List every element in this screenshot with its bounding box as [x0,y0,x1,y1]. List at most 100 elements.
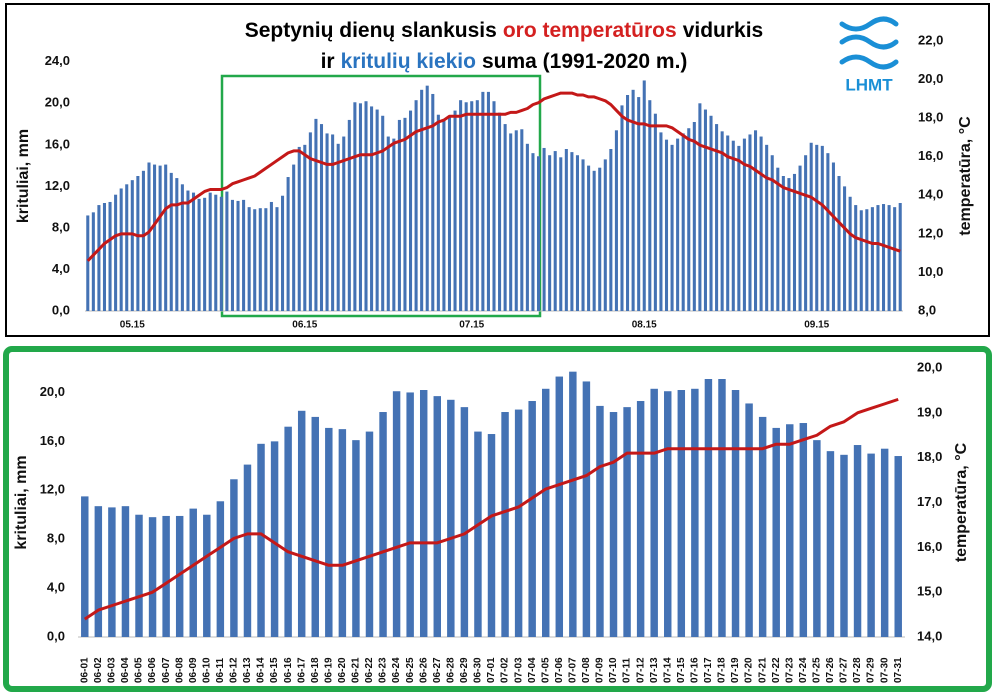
x-tick-label: 07-14 [662,657,673,683]
bar [887,205,891,311]
bar [325,133,329,311]
bar [86,215,90,311]
bar [425,85,429,312]
bar [420,89,424,311]
x-tick-label: 09.15 [804,320,829,331]
bar [581,159,585,311]
bar [865,209,869,311]
bar [175,178,179,311]
bar [564,149,568,311]
bar [799,423,808,637]
x-tick-label: 06-21 [351,657,362,683]
bar [731,390,740,637]
bar [876,205,880,311]
bar [102,203,107,311]
y-tick-label: 0,0 [47,628,65,643]
bar [831,162,835,311]
bar [636,401,645,637]
bar [559,157,563,311]
bar [164,164,168,311]
bar [186,190,190,311]
bar [528,401,536,637]
bar [570,152,574,311]
bar [687,128,691,311]
bar [492,101,496,311]
x-tick-label: 06-10 [201,657,212,683]
y2-tick-label: 14,0 [917,628,942,643]
bar [637,97,641,311]
bar [787,178,791,311]
x-tick-label: 06-24 [391,657,402,683]
bottom-panel [3,346,992,692]
title-part: vidurkis [683,19,764,42]
x-tick-label: 06-08 [174,657,185,683]
x-tick-label: 07-12 [635,657,646,683]
bar [720,131,724,311]
bar [379,412,387,637]
bar [754,130,758,311]
bar [848,196,852,311]
bar [542,147,546,311]
bar [815,144,819,311]
x-tick-label: 07-20 [744,657,755,683]
x-tick-label: 07-03 [513,657,524,683]
bar [826,153,830,311]
x-tick-label: 07-16 [690,657,701,683]
bar [292,164,296,311]
bar [191,192,196,311]
bar [311,416,319,637]
bar [650,388,658,637]
y-tick-label: 16,0 [45,136,70,151]
bar [664,139,669,311]
bar [338,429,347,637]
bar [898,203,902,311]
x-tick-label: 06-12 [229,657,240,683]
bar [208,192,212,311]
chart-title: ir kritulių kiekio suma (1991-2020 m.) [321,50,688,73]
x-tick-label: 06-01 [79,657,90,683]
bar [91,212,95,311]
bar [881,204,886,311]
y2-tick-label: 17,0 [917,494,942,509]
bar [203,514,211,637]
title-part: suma (1991-2020 m.) [482,50,687,73]
y2-axis-label: temperatūra, °C [953,442,970,562]
y2-tick-label: 16,0 [918,148,943,163]
x-tick-label: 07-25 [812,657,823,683]
x-tick-label: 07-13 [649,657,660,683]
x-tick-label: 06-09 [188,657,199,683]
bar [718,379,726,637]
bar [715,124,719,311]
bar [216,501,225,637]
x-tick-label: 07-05 [540,657,551,683]
x-tick-label: 06-30 [473,657,484,683]
bar [464,102,468,312]
bar [776,167,780,311]
y-tick-label: 0,0 [52,302,70,317]
logo-wave [839,34,899,50]
bar [453,110,457,311]
bar [592,170,596,311]
bar [781,176,785,311]
bar [281,195,285,311]
bar [258,208,262,311]
y-tick-label: 4,0 [47,580,65,595]
y2-tick-label: 18,0 [918,110,943,125]
y2-tick-label: 12,0 [918,225,943,240]
line [83,397,899,621]
bar [297,146,301,311]
bar [653,113,657,311]
bar [813,440,821,637]
bar [520,129,524,311]
bar [631,89,635,311]
bar [392,138,396,311]
bar [503,124,507,311]
top-panel [5,3,990,337]
bar [475,100,479,311]
x-tick-label: 07-28 [852,657,863,683]
x-tick-label: 07-10 [608,657,619,683]
bar [603,159,607,311]
y-tick-label: 16,0 [40,433,65,448]
logo-wave [839,16,899,32]
bar [197,198,201,311]
